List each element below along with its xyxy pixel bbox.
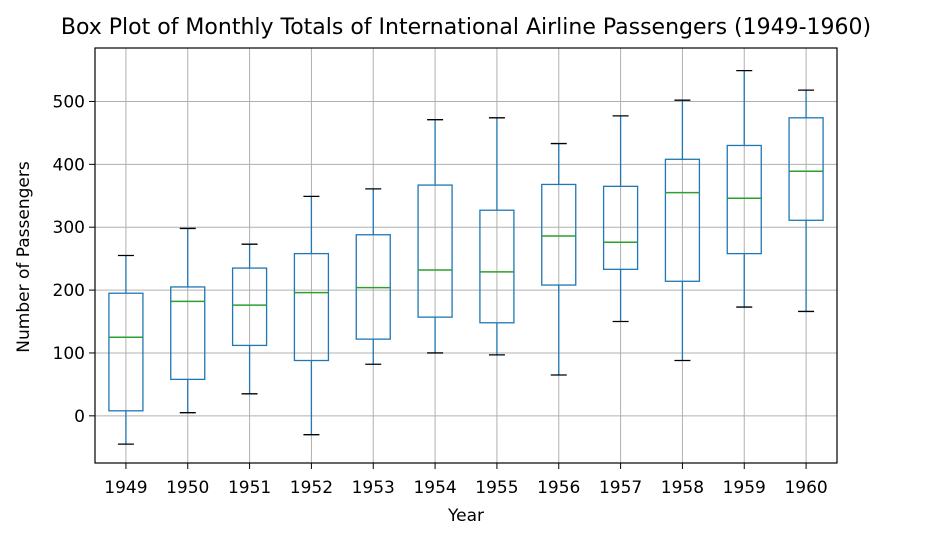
x-tick-label: 1952 xyxy=(290,478,333,498)
y-tick-label: 0 xyxy=(74,407,85,427)
chart-title: Box Plot of Monthly Totals of Internatio… xyxy=(61,15,871,40)
box-iqr xyxy=(108,292,144,412)
box-iqr xyxy=(231,267,268,347)
x-tick-label: 1953 xyxy=(352,478,395,498)
x-tick-label: 1954 xyxy=(413,478,456,498)
box-iqr xyxy=(479,209,515,324)
box-1954 xyxy=(417,119,453,354)
plot-frame xyxy=(94,47,838,464)
box-1950 xyxy=(170,227,206,414)
box-1949 xyxy=(108,254,144,445)
x-tick-label: 1950 xyxy=(166,478,209,498)
x-tick-label: 1949 xyxy=(104,478,147,498)
ticks-layer: 0 100 200 300 400 500 1949 1950 1951 1952 1953 1954… xyxy=(53,92,828,498)
x-tick-label: 1960 xyxy=(784,478,827,498)
boxes-layer xyxy=(108,69,824,445)
box-1957 xyxy=(602,115,639,323)
box-iqr xyxy=(788,117,824,221)
y-tick-label: 500 xyxy=(53,92,85,112)
box-1951 xyxy=(231,243,268,395)
x-tick-label: 1959 xyxy=(723,478,766,498)
x-axis-label: Year xyxy=(447,506,484,526)
x-tick-label: 1951 xyxy=(228,478,271,498)
box-iqr xyxy=(726,144,762,255)
box-1955 xyxy=(479,117,515,356)
box-iqr xyxy=(293,252,330,362)
y-axis-label: Number of Passengers xyxy=(14,161,34,353)
x-tick-label: 1956 xyxy=(537,478,580,498)
x-tick-label: 1955 xyxy=(475,478,518,498)
box-iqr xyxy=(541,183,577,286)
y-tick-label: 200 xyxy=(53,281,85,301)
y-tick-label: 100 xyxy=(53,344,85,364)
box-1958 xyxy=(664,99,701,362)
box-1956 xyxy=(541,142,577,376)
x-tick-label: 1957 xyxy=(599,478,642,498)
x-tick-label: 1958 xyxy=(661,478,704,498)
box-1953 xyxy=(355,188,391,365)
y-tick-label: 300 xyxy=(53,218,85,238)
y-tick-label: 400 xyxy=(53,155,85,175)
box-1960 xyxy=(788,89,824,313)
box-iqr xyxy=(417,184,453,318)
box-1959 xyxy=(726,69,762,308)
grid-lines xyxy=(95,48,837,463)
box-iqr xyxy=(170,286,206,381)
box-1952 xyxy=(293,195,330,436)
box-iqr xyxy=(664,158,701,282)
box-iqr xyxy=(602,185,639,270)
